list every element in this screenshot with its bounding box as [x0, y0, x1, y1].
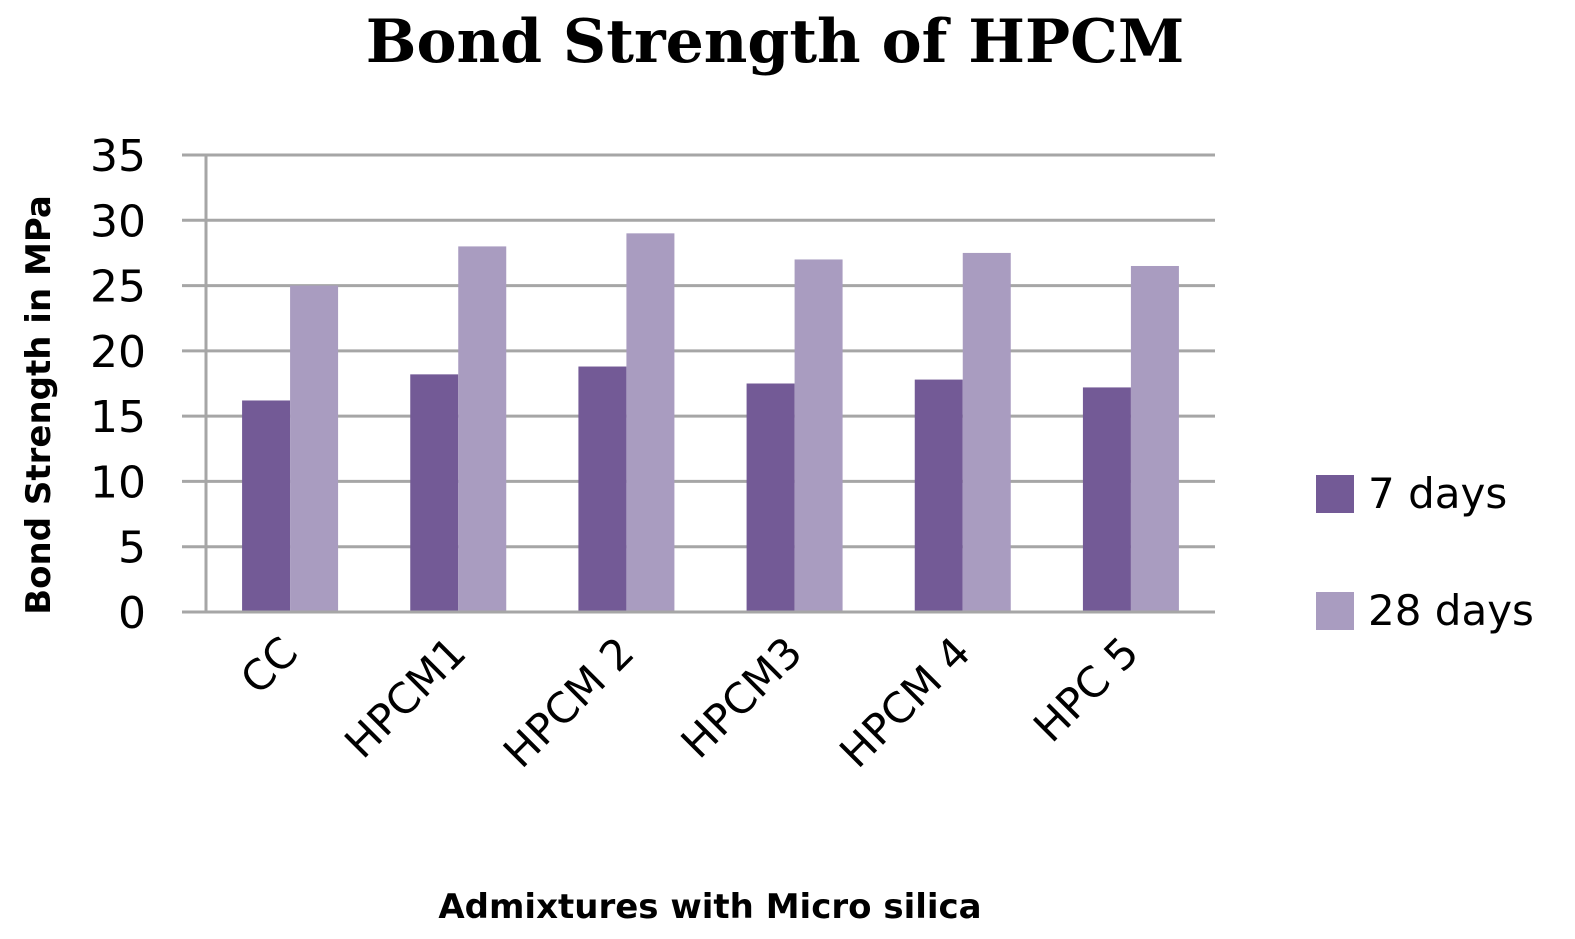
y-tick-label: 15	[90, 392, 146, 443]
bar	[410, 374, 459, 612]
y-axis-label: Bond Strength in MPa	[19, 195, 59, 615]
axes	[182, 155, 1215, 614]
x-category-label: HPCM 2	[494, 627, 644, 777]
x-category-label: HPCM1	[335, 627, 475, 767]
x-category-label: HPCM 4	[830, 627, 980, 777]
bar	[962, 252, 1011, 612]
legend-swatch	[1316, 592, 1354, 630]
bar	[746, 383, 795, 612]
y-tick-label: 30	[90, 196, 146, 247]
bar	[578, 366, 627, 612]
legend-label: 28 days	[1368, 586, 1534, 635]
y-tick-label: 0	[118, 588, 146, 639]
y-tick-label: 25	[90, 262, 146, 313]
bar	[794, 259, 843, 612]
legend: 7 days 28 days	[1316, 469, 1534, 635]
y-axis-ticks: 0 5 10 15 20 25 30 35	[90, 131, 146, 639]
bar	[1130, 265, 1179, 612]
x-category-label: HPC 5	[1024, 627, 1148, 751]
y-tick-label: 35	[90, 131, 146, 182]
x-category-label: HPCM3	[672, 627, 812, 767]
bars	[242, 233, 1179, 613]
bar	[290, 285, 339, 612]
bar	[626, 233, 675, 613]
bar	[914, 379, 963, 612]
x-axis-categories: CC HPCM1 HPCM 2 HPCM3 HPCM 4 HPC 5	[231, 627, 1148, 777]
y-tick-label: 5	[118, 523, 146, 574]
y-tick-label: 20	[90, 327, 146, 378]
legend-label: 7 days	[1368, 469, 1507, 518]
y-tick-label: 10	[90, 457, 146, 508]
bar	[242, 400, 291, 612]
chart-title: Bond Strength of HPCM	[366, 7, 1185, 77]
bar	[1082, 387, 1131, 612]
x-category-label: CC	[231, 627, 307, 703]
gridlines	[182, 153, 1215, 549]
bar	[458, 246, 507, 612]
x-axis-label: Admixtures with Micro silica	[438, 887, 981, 927]
legend-swatch	[1316, 475, 1354, 513]
